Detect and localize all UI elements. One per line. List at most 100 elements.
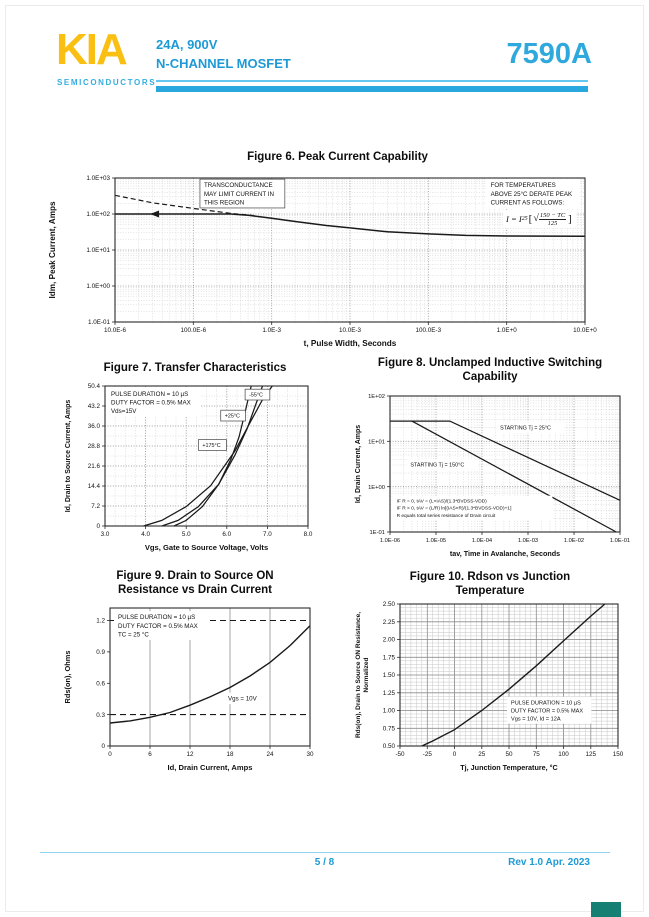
fig10-title: Figure 10. Rdson vs Junction Temperature	[409, 571, 571, 597]
svg-text:1.0E+01: 1.0E+01	[86, 247, 110, 254]
svg-text:1.50: 1.50	[383, 672, 396, 679]
fig6-title: Figure 6. Peak Current Capability	[247, 151, 428, 163]
svg-text:PULSE DURATION = 10 µS: PULSE DURATION = 10 µS	[111, 391, 188, 398]
svg-text:2.50: 2.50	[383, 601, 396, 608]
svg-text:0: 0	[108, 751, 112, 758]
svg-text:100.0E-6: 100.0E-6	[181, 327, 207, 334]
fig8-plot: 1.0E-06 1.0E-05 1.0E-04 1.0E-03 1.0E-02 1.0E-…	[350, 388, 630, 566]
svg-text:1.0E-03: 1.0E-03	[518, 538, 538, 544]
svg-text:Vds=15V: Vds=15V	[111, 408, 137, 415]
svg-text:24: 24	[266, 751, 274, 758]
logo-subtext: SEMICONDUCTORS	[57, 78, 157, 87]
svg-text:Idm, Peak Current, Amps: Idm, Peak Current, Amps	[48, 201, 57, 299]
svg-text:1.0E-02: 1.0E-02	[564, 538, 584, 544]
header-rule-thin	[156, 80, 588, 82]
fig7-transfer-characteristics-chart: 3.0 4.0 5.0 6.0 7.0 8.0 0 7.2 14.4 21.6 28.8 36.0 43…	[60, 378, 330, 560]
svg-text:10.0E+0: 10.0E+0	[573, 327, 597, 334]
device-type: N-CHANNEL MOSFET	[156, 55, 291, 71]
svg-text:7.0: 7.0	[263, 531, 272, 538]
fig9-title: Figure 9. Drain to Source ON Resistance …	[116, 570, 274, 596]
svg-text:0.3: 0.3	[96, 712, 105, 719]
svg-text:1.0E-06: 1.0E-06	[380, 538, 400, 544]
revision: Rev 1.0 Apr. 2023	[508, 857, 590, 868]
svg-text:1.0E+00: 1.0E+00	[86, 283, 110, 290]
svg-text:10.0E-6: 10.0E-6	[104, 327, 127, 334]
svg-text:0: 0	[101, 743, 105, 750]
svg-text:100.0E-3: 100.0E-3	[416, 327, 442, 334]
fig6-peak-current-chart: 10.0E-6 100.0E-6 1.0E-3 10.0E-3 100.0E-3 1.0E…	[45, 170, 630, 358]
svg-text:1.00: 1.00	[383, 708, 396, 715]
svg-text:IF R = 0, tAV = (L×IAS)/(1.3*B: IF R = 0, tAV = (L×IAS)/(1.3*BVDSS-VDD)	[397, 499, 488, 505]
svg-text:1E+02: 1E+02	[368, 394, 385, 400]
svg-text:Rds(on), Ohms: Rds(on), Ohms	[63, 651, 72, 704]
svg-text:PULSE DURATION = 10 µS: PULSE DURATION = 10 µS	[118, 614, 195, 621]
svg-text:Vgs, Gate to Source Voltage, V: Vgs, Gate to Source Voltage, Volts	[145, 543, 268, 552]
svg-text:R equals total series resistan: R equals total series resistance of Drai…	[397, 513, 496, 519]
svg-text:1E-01: 1E-01	[370, 530, 385, 536]
svg-text:0.75: 0.75	[383, 725, 396, 732]
svg-text:18: 18	[226, 751, 234, 758]
svg-text:7.2: 7.2	[91, 503, 100, 510]
svg-text:6.0: 6.0	[222, 531, 231, 538]
fig7-title: Figure 7. Transfer Characteristics	[103, 362, 287, 374]
svg-text:1.0E-04: 1.0E-04	[472, 538, 493, 544]
svg-text:THIS REGION: THIS REGION	[204, 199, 244, 206]
svg-text:0.50: 0.50	[383, 743, 396, 750]
svg-text:100: 100	[558, 751, 569, 758]
svg-text:1.0E-01: 1.0E-01	[88, 319, 111, 326]
svg-text:1E+00: 1E+00	[368, 485, 385, 491]
svg-text:MAY LIMIT CURRENT IN: MAY LIMIT CURRENT IN	[204, 191, 274, 198]
svg-text:1.0E-01: 1.0E-01	[610, 538, 630, 544]
svg-text:Normalized: Normalized	[363, 657, 370, 692]
part-number: 7590A	[506, 38, 592, 70]
svg-text:Tj, Junction Temperature, °C: Tj, Junction Temperature, °C	[460, 763, 557, 772]
svg-text:6: 6	[148, 751, 152, 758]
svg-text:125: 125	[586, 751, 597, 758]
svg-text:t, Pulse Width, Seconds: t, Pulse Width, Seconds	[304, 339, 397, 348]
svg-text:10.0E-3: 10.0E-3	[339, 327, 362, 334]
svg-text:-25: -25	[423, 751, 433, 758]
svg-text:1.25: 1.25	[383, 690, 396, 697]
svg-text:1.0E-3: 1.0E-3	[262, 327, 281, 334]
svg-text:3.0: 3.0	[101, 531, 110, 538]
svg-text:FOR TEMPERATURES: FOR TEMPERATURES	[491, 182, 556, 189]
svg-text:0.6: 0.6	[96, 681, 105, 688]
svg-text:1.0E+0: 1.0E+0	[497, 327, 518, 334]
svg-text:0: 0	[453, 751, 457, 758]
svg-text:+25°C: +25°C	[225, 414, 240, 420]
fig8-unclamped-inductive-switching-chart: 1.0E-06 1.0E-05 1.0E-04 1.0E-03 1.0E-02 1.0E-…	[350, 388, 630, 566]
svg-text:DUTY FACTOR = 0.5% MAX: DUTY FACTOR = 0.5% MAX	[111, 400, 191, 407]
fig7-plot: 3.0 4.0 5.0 6.0 7.0 8.0 0 7.2 14.4 21.6 28.8 36.0 43…	[60, 378, 330, 560]
svg-text:-50: -50	[395, 751, 405, 758]
device-rating: 24A, 900V	[156, 37, 218, 52]
kia-logo: KIA	[56, 25, 128, 74]
svg-text:0.9: 0.9	[96, 649, 105, 656]
page-number: 5 / 8	[314, 857, 335, 868]
svg-text:28.8: 28.8	[88, 443, 101, 450]
svg-text:1.2: 1.2	[96, 618, 105, 625]
svg-text:50: 50	[505, 751, 513, 758]
svg-text:Rds(on), Drain to Source ON Re: Rds(on), Drain to Source ON Resistance,	[355, 612, 362, 738]
fig6-plot: 10.0E-6 100.0E-6 1.0E-3 10.0E-3 100.0E-3 1.0E…	[45, 170, 630, 358]
svg-text:4.0: 4.0	[141, 531, 150, 538]
svg-text:21.6: 21.6	[88, 463, 101, 470]
svg-text:150: 150	[613, 751, 624, 758]
header-rule-thick	[156, 86, 588, 92]
svg-text:STARTING Tj = 150°C: STARTING Tj = 150°C	[410, 462, 464, 468]
svg-text:0: 0	[96, 523, 100, 530]
fig10-rdson-vs-junction-temperature-chart: -50 -25 0 25 50 75 100 125 150 0.50 0.75 1.00 1.25 1.…	[350, 598, 630, 782]
svg-text:TC = 25 °C: TC = 25 °C	[118, 631, 149, 638]
svg-text:1E+01: 1E+01	[368, 440, 385, 446]
device-summary: 24A, 900V N-CHANNEL MOSFET	[156, 36, 291, 74]
fig9-rdson-vs-drain-current-chart: 0 6 12 18 24 30 0 0.3 0.6 0.9 1.2 Id, Drain Current…	[60, 600, 330, 782]
fig10-plot: -50 -25 0 25 50 75 100 125 150 0.50 0.75 1.00 1.25 1.…	[350, 598, 630, 782]
svg-text:50.4: 50.4	[88, 383, 101, 390]
svg-text:1.0E-05: 1.0E-05	[426, 538, 446, 544]
svg-text:75: 75	[533, 751, 541, 758]
svg-text:25: 25	[478, 751, 486, 758]
svg-text:Id, Drain to Source Current, A: Id, Drain to Source Current, Amps	[65, 400, 72, 513]
svg-text:8.0: 8.0	[304, 531, 313, 538]
svg-text:36.0: 36.0	[88, 423, 101, 430]
fig9-plot: 0 6 12 18 24 30 0 0.3 0.6 0.9 1.2 Id, Drain Current…	[60, 600, 330, 782]
